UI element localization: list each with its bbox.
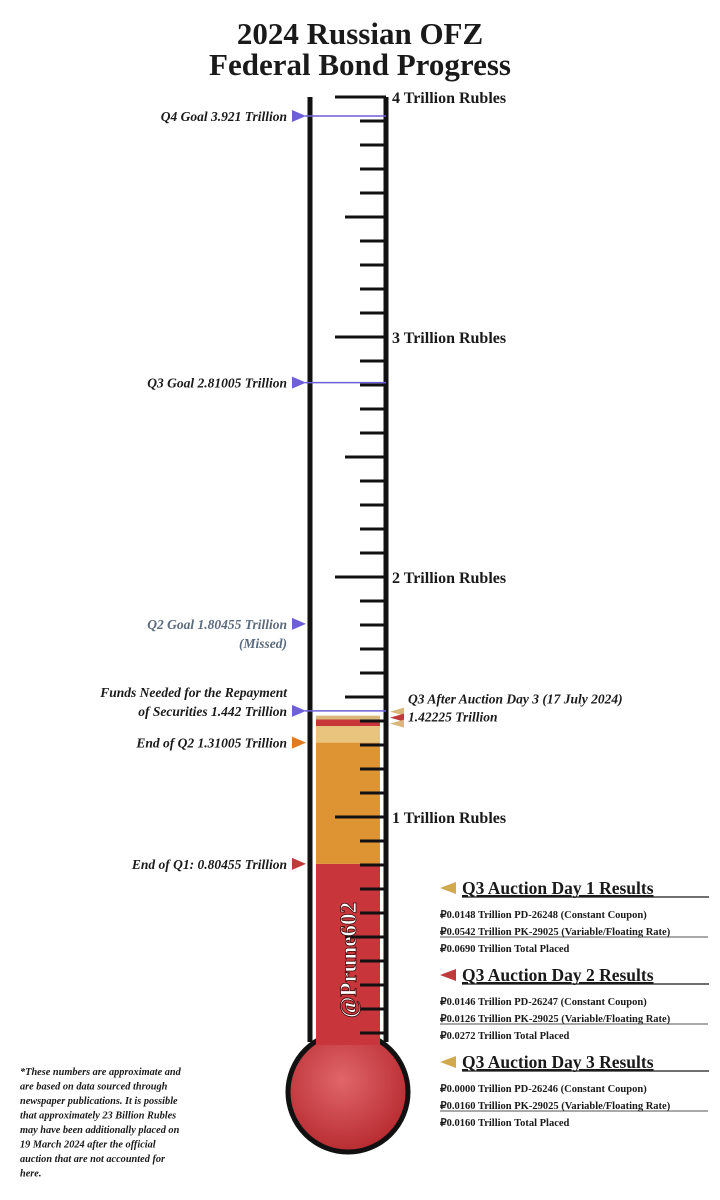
note-line: auction that are not accounted for <box>20 1154 166 1165</box>
current-arrow <box>390 707 404 716</box>
annotation-text: End of Q2 1.31005 Trillion <box>135 736 287 751</box>
tick-label: 4 Trillion Rubles <box>392 90 506 107</box>
annotation-text: (Missed) <box>239 636 287 651</box>
note-line: are based on data sourced through <box>20 1082 168 1093</box>
result-line: ₽0.0146 Trillion PD-26247 (Constant Coup… <box>440 996 647 1008</box>
bulb <box>285 1029 411 1155</box>
title-line: 2024 Russian OFZ <box>237 16 483 51</box>
note-line: may have been additionally placed on <box>20 1125 180 1136</box>
arrow <box>292 857 306 870</box>
note-line: 19 March 2024 after the official <box>20 1140 156 1151</box>
result-title: Q3 Auction Day 2 Results <box>462 965 654 985</box>
annotation-text: of Securities 1.442 Trillion <box>138 704 287 719</box>
arrow <box>292 704 306 717</box>
annotation-text: End of Q1: 0.80455 Trillion <box>131 857 287 872</box>
result-arrow <box>440 882 456 894</box>
arrow <box>292 736 306 749</box>
arrow <box>292 109 306 122</box>
result-title: Q3 Auction Day 3 Results <box>462 1052 654 1072</box>
result-line: ₽0.0126 Trillion PK-29025 (Variable/Floa… <box>440 1013 671 1025</box>
result-arrow <box>440 969 456 981</box>
result-line: ₽0.0272 Trillion Total Placed <box>440 1030 570 1042</box>
title-line: Federal Bond Progress <box>209 47 511 82</box>
note-line: that approximately 23 Billion Rubles <box>20 1111 176 1122</box>
current-arrow <box>390 713 404 722</box>
arrow <box>292 617 306 630</box>
fill-segment <box>316 719 380 727</box>
tick-label: 2 Trillion Rubles <box>392 570 506 587</box>
result-title: Q3 Auction Day 1 Results <box>462 878 654 898</box>
current-text: 1.42225 Trillion <box>408 710 498 725</box>
result-line: ₽0.0148 Trillion PD-26248 (Constant Coup… <box>440 909 647 921</box>
bulb-neck <box>316 1025 380 1045</box>
note-line: here. <box>20 1169 41 1180</box>
annotation-text: Q4 Goal 3.921 Trillion <box>161 109 287 124</box>
result-line: ₽0.0542 Trillion PK-29025 (Variable/Floa… <box>440 926 671 938</box>
watermark: @Prune602 <box>336 902 362 1018</box>
result-line: ₽0.0690 Trillion Total Placed <box>440 943 570 955</box>
result-arrow <box>440 1056 456 1068</box>
fill-segment <box>316 742 380 864</box>
note-line: *These numbers are approximate and <box>20 1067 182 1078</box>
arrow <box>292 376 306 389</box>
annotation-text: Funds Needed for the Repayment <box>99 685 288 700</box>
tick-label: 3 Trillion Rubles <box>392 330 506 347</box>
result-line: ₽0.0160 Trillion Total Placed <box>440 1117 570 1129</box>
note-line: newspaper publications. It is possible <box>20 1096 178 1107</box>
annotation-text: Q2 Goal 1.80455 Trillion <box>147 617 287 632</box>
result-line: ₽0.0000 Trillion PD-26246 (Constant Coup… <box>440 1083 647 1095</box>
fill-segment <box>316 715 380 720</box>
result-line: ₽0.0160 Trillion PK-29025 (Variable/Floa… <box>440 1100 671 1112</box>
current-arrow <box>390 719 404 728</box>
current-text: Q3 After Auction Day 3 (17 July 2024) <box>408 692 623 707</box>
tick-label: 1 Trillion Rubles <box>392 810 506 827</box>
fill-segment <box>316 726 380 743</box>
annotation-text: Q3 Goal 2.81005 Trillion <box>147 376 287 391</box>
